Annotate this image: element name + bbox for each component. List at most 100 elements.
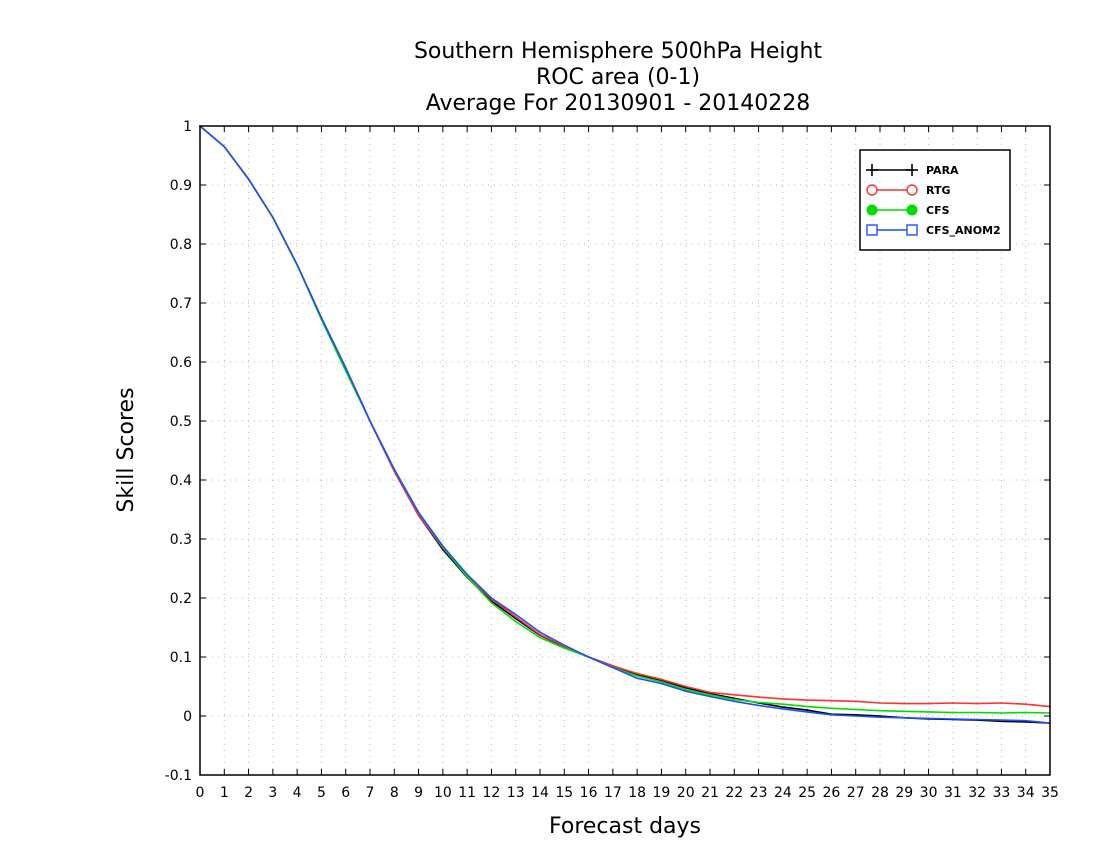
x-tick-label: 35: [1041, 785, 1059, 801]
data-point-rtg: [806, 699, 808, 701]
chart-title-line-1: Southern Hemisphere 500hPa Height: [414, 39, 822, 64]
data-point-para: [782, 706, 784, 708]
x-tick-label: 14: [531, 785, 549, 801]
x-tick-label: 2: [244, 785, 253, 801]
x-tick-label: 5: [317, 785, 326, 801]
data-point-rtg: [514, 616, 517, 618]
data-point-rtg: [539, 633, 541, 636]
data-point-rtg: [976, 702, 978, 705]
x-tick-label: 23: [750, 785, 768, 801]
data-point-cfs_anom2: [223, 145, 226, 148]
data-point-para: [514, 617, 517, 620]
x-tick-label: 30: [920, 785, 938, 801]
data-point-cfs_anom2: [369, 420, 371, 422]
data-point-rtg: [1000, 702, 1003, 704]
data-point-cfs_anom2: [393, 468, 396, 471]
y-tick-label: 0.5: [170, 414, 192, 430]
x-tick-label: 13: [507, 785, 525, 801]
chart-title-line-3: Average For 20130901 - 20140228: [426, 91, 811, 116]
x-tick-label: 19: [653, 785, 671, 801]
y-tick-label: 1: [183, 119, 192, 135]
data-point-cfs: [854, 708, 857, 711]
data-point-cfs: [636, 675, 638, 677]
data-point-rtg: [782, 698, 784, 700]
data-point-cfs_anom2: [344, 367, 347, 369]
data-point-rtg: [660, 678, 663, 681]
chart-title-line-2: ROC area (0-1): [536, 65, 700, 90]
x-tick-label: 17: [604, 785, 622, 801]
x-tick-label: 34: [1017, 785, 1035, 801]
data-point-cfs: [733, 698, 736, 701]
x-tick-label: 12: [483, 785, 501, 801]
x-tick-label: 10: [434, 785, 452, 801]
legend-marker-circle-filled: [906, 204, 918, 216]
legend-marker-circle-filled: [866, 204, 878, 216]
legend: PARA RTG CFS CFS_ANOM2: [859, 149, 1011, 251]
x-tick-label: 0: [196, 785, 205, 801]
data-point-cfs_anom2: [636, 677, 638, 680]
data-point-cfs: [466, 575, 468, 578]
legend-label-cfs: CFS: [926, 204, 950, 217]
data-point-cfs_anom2: [563, 644, 566, 646]
series-line-cfs: [199, 125, 1051, 714]
legend-box: [859, 149, 1011, 251]
y-tick-label: 0.9: [170, 178, 192, 194]
data-point-cfs: [952, 711, 954, 714]
x-axis-title: Forecast days: [549, 814, 701, 839]
data-point-cfs_anom2: [709, 695, 711, 698]
y-tick-label: 0.2: [170, 591, 192, 607]
data-point-cfs_anom2: [320, 316, 323, 319]
data-point-cfs: [514, 620, 517, 623]
data-point-rtg: [830, 699, 833, 702]
data-point-cfs_anom2: [442, 545, 444, 547]
x-tick-label: 20: [677, 785, 695, 801]
data-point-cfs_anom2: [1024, 719, 1027, 722]
x-tick-label: 16: [580, 785, 598, 801]
data-point-cfs: [757, 701, 760, 704]
data-point-cfs: [563, 647, 566, 649]
y-tick-label: 0: [183, 709, 192, 725]
y-tick-label: 0.1: [170, 650, 192, 666]
data-point-cfs_anom2: [854, 715, 857, 717]
data-point-cfs_anom2: [927, 717, 930, 720]
y-tick-label: 0.7: [170, 296, 192, 312]
data-point-cfs: [830, 707, 833, 710]
legend-marker-circle-open: [906, 184, 918, 196]
data-point-cfs_anom2: [903, 716, 906, 719]
plot-frame: [199, 125, 1051, 776]
x-tick-label: 33: [993, 785, 1011, 801]
data-point-cfs_anom2: [417, 511, 420, 514]
data-point-cfs: [976, 711, 978, 714]
data-point-rtg: [709, 691, 711, 694]
data-point-rtg: [854, 700, 857, 703]
y-axis-title: Skill Scores: [114, 387, 139, 512]
x-tick-label: 27: [847, 785, 865, 801]
data-point-cfs_anom2: [830, 714, 833, 716]
x-tick-label: 18: [628, 785, 646, 801]
grid: [200, 126, 1050, 775]
x-tick-label: 15: [555, 785, 573, 801]
data-point-rtg: [903, 702, 906, 705]
data-point-cfs_anom2: [660, 682, 663, 685]
data-point-cfs_anom2: [806, 711, 808, 713]
data-point-cfs_anom2: [587, 656, 590, 658]
x-tick-label: 3: [268, 785, 277, 801]
x-tick-label: 9: [414, 785, 423, 801]
x-tick-label: 11: [458, 785, 476, 801]
legend-marker-circle-open: [866, 184, 878, 196]
x-tick-label: 7: [366, 785, 375, 801]
data-point-cfs: [1024, 711, 1027, 714]
data-point-cfs_anom2: [1000, 719, 1003, 721]
data-point-cfs: [539, 636, 541, 639]
legend-marker-square-open: [906, 224, 918, 236]
data-point-cfs: [903, 710, 906, 713]
data-point-cfs: [709, 693, 711, 696]
legend-label-rtg: RTG: [926, 184, 951, 197]
legend-label-para: PARA: [926, 164, 959, 177]
y-tick-label: 0.8: [170, 237, 192, 253]
x-tick-label: 6: [341, 785, 350, 801]
x-tick-label: 28: [871, 785, 889, 801]
data-point-rtg: [1024, 703, 1027, 705]
